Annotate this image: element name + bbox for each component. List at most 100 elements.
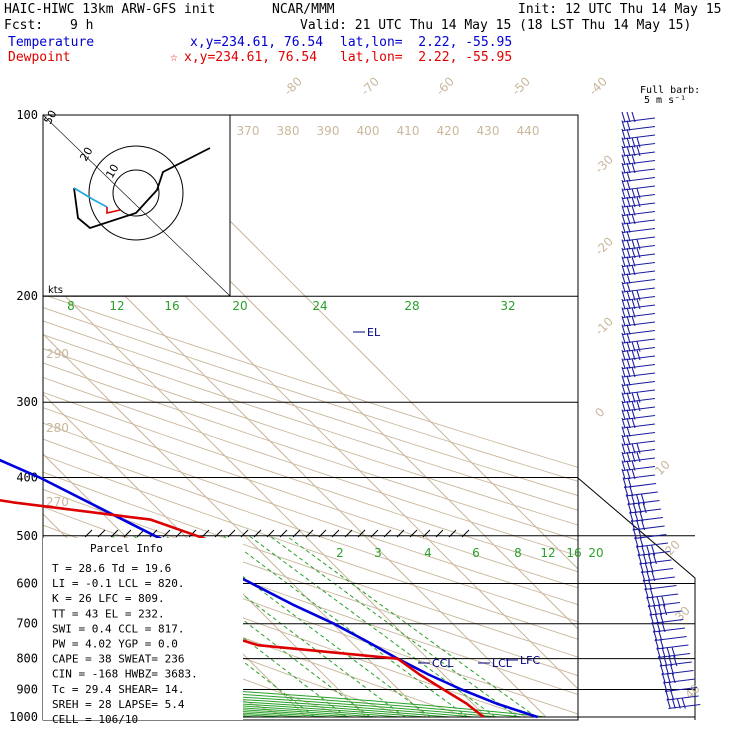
- hodograph-trace: [73, 147, 211, 230]
- barb-flag: [631, 264, 636, 276]
- barb-shaft: [622, 389, 656, 395]
- barb-flag: [626, 298, 631, 310]
- barb-flag: [658, 604, 663, 616]
- temperature-xy: x,y=234.61, 76.54: [190, 35, 324, 50]
- barb-flag: [649, 562, 654, 573]
- barb-flag: [626, 171, 631, 182]
- barb-shaft: [642, 576, 675, 582]
- barb-flag: [647, 553, 652, 565]
- barb-flag: [631, 256, 636, 267]
- isotherm-label: -80: [281, 74, 305, 98]
- wind-barb: [642, 579, 677, 591]
- barb-flag: [626, 341, 631, 352]
- barb-flag: [626, 290, 631, 301]
- barb-flag: [653, 630, 658, 641]
- barb-shaft: [656, 644, 689, 650]
- barb-flag: [626, 400, 631, 412]
- hodograph-axis: [42, 114, 231, 297]
- barb-flag: [626, 366, 631, 378]
- hatch-mark: [84, 529, 93, 538]
- hatch-mark: [383, 529, 392, 538]
- barb-flag: [637, 528, 642, 539]
- barb-flag: [621, 460, 626, 471]
- mixing-ratio-label: 24: [312, 299, 327, 313]
- barb-flag: [626, 443, 631, 454]
- hodograph-ring-label: 10: [103, 162, 121, 181]
- barb-flag: [621, 273, 626, 284]
- hatch-mark: [422, 529, 431, 538]
- mixing-ratio-line: [286, 535, 537, 718]
- barb-flag: [642, 579, 648, 590]
- dry-adiabat-line: [43, 391, 578, 573]
- dry-adiabat-line: [43, 471, 578, 658]
- hatch-mark: [149, 529, 158, 538]
- theta-label: 270: [46, 495, 69, 509]
- barb-flag: [621, 281, 626, 293]
- lower-right-frame: [577, 477, 696, 720]
- theta-label: 440: [517, 124, 540, 138]
- wind-barb: [621, 434, 656, 446]
- temperature-legend: Temperature: [8, 35, 95, 50]
- barb-flag: [636, 400, 641, 412]
- barb-shaft: [622, 185, 656, 191]
- barb-flag: [626, 137, 631, 148]
- pressure-label: 800: [16, 652, 38, 666]
- wind-barb: [659, 664, 694, 676]
- hatch-mark: [370, 529, 379, 538]
- wind-barb: [621, 239, 656, 251]
- barb-flag: [626, 349, 631, 361]
- barb-flag: [626, 196, 631, 208]
- barb-shaft: [622, 414, 656, 421]
- barb-flag: [626, 162, 631, 174]
- wind-barb: [649, 613, 684, 625]
- isotherm-label: 20: [662, 537, 683, 558]
- barb-shaft: [661, 669, 694, 676]
- barb-flag: [631, 298, 636, 310]
- hodograph-ring-label: 20: [77, 145, 95, 164]
- barb-flag: [626, 213, 631, 225]
- barb-flag: [646, 570, 651, 582]
- barb-flag: [647, 579, 653, 590]
- dewpoint-xy: x,y=234.61, 76.54: [184, 50, 318, 65]
- wind-barb: [641, 570, 675, 582]
- wind-barb: [637, 553, 672, 565]
- barb-flag: [626, 358, 631, 369]
- barb-shaft: [622, 380, 656, 387]
- barb-shaft: [644, 584, 677, 591]
- hatch-mark: [110, 529, 119, 538]
- parcel-row: T = 28.6 Td = 19.6: [52, 562, 171, 575]
- hatch-mark: [240, 529, 249, 538]
- barb-flag: [636, 341, 641, 352]
- wind-barb: [634, 536, 669, 548]
- mixing-ratio-label: 4: [424, 546, 432, 560]
- hodograph: 10 20 50 kts: [41, 108, 231, 297]
- isotherm-label: -20: [592, 234, 616, 258]
- temperature-latlon: lat,lon= 2.22, -55.95: [340, 35, 513, 50]
- barb-flag: [666, 698, 671, 709]
- barb-flag: [671, 672, 676, 684]
- wind-barb: [621, 256, 656, 268]
- barb-flag: [631, 290, 636, 301]
- wind-barb: [621, 375, 656, 387]
- barb-flag: [631, 443, 636, 454]
- wind-barb: [621, 179, 656, 191]
- barb-shaft: [651, 618, 684, 625]
- barb-shaft: [634, 533, 667, 540]
- wind-barb: [621, 366, 656, 378]
- wind-barb: [621, 247, 656, 259]
- barb-flag: [626, 264, 631, 276]
- hatch-mark: [461, 529, 470, 538]
- barb-flag: [621, 307, 626, 318]
- barb-flag: [621, 434, 626, 446]
- barb-flag: [626, 154, 631, 165]
- barb-flag: [626, 111, 631, 123]
- wind-barb: [621, 315, 656, 327]
- mixing-ratio-label: 3: [374, 546, 382, 560]
- parcel-row: SWI = 0.4 CCL = 817.: [52, 622, 184, 635]
- barb-shaft: [654, 635, 687, 642]
- barb-flag: [626, 205, 631, 216]
- barb-flag: [626, 188, 631, 199]
- barb-shaft: [622, 465, 656, 472]
- barb-flag: [646, 596, 651, 607]
- wind-barb: [621, 222, 656, 234]
